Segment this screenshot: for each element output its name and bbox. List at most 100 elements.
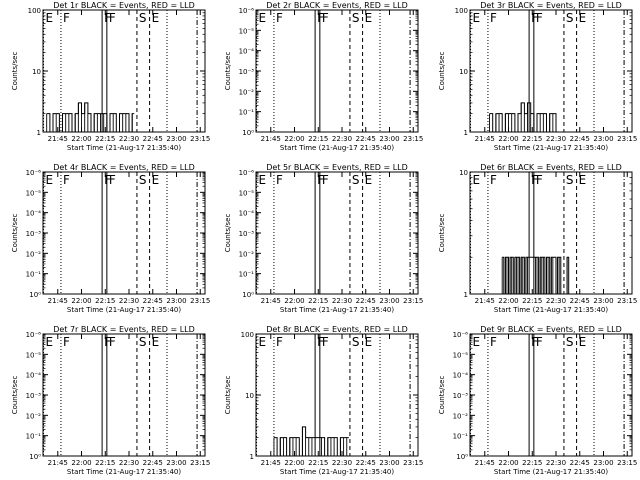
x-tick-label: 21:45 bbox=[261, 459, 281, 467]
x-tick-label: 21:45 bbox=[261, 135, 281, 143]
y-tick-label: 10⁻² bbox=[453, 412, 469, 420]
x-tick-label: 21:45 bbox=[261, 297, 281, 305]
x-tick-label: 22:45 bbox=[356, 297, 376, 305]
x-axis-label: Start Time (21-Aug-17 21:35:40) bbox=[494, 306, 608, 314]
y-tick-label: 10⁻⁵ bbox=[26, 189, 42, 197]
panel-6: Det 6r BLACK = Events, RED = LLD 1 10 Count… bbox=[438, 163, 637, 314]
x-axis-label: Start Time (21-Aug-17 21:35:40) bbox=[280, 306, 394, 314]
flag-label: S bbox=[139, 173, 147, 187]
panel-1: Det 1r BLACK = Events, RED = LLD 1 10 100 Co… bbox=[11, 1, 210, 152]
y-tick-label: 10⁰ bbox=[242, 129, 254, 137]
y-tick-label: 10⁻¹ bbox=[239, 109, 255, 117]
flag-label: E bbox=[46, 173, 54, 187]
x-tick-label: 23:15 bbox=[403, 135, 423, 143]
x-tick-label: 22:45 bbox=[570, 459, 590, 467]
x-tick-label: 22:00 bbox=[71, 135, 91, 143]
flag-label: F bbox=[536, 173, 543, 187]
y-tick-label: 10⁻⁴ bbox=[239, 210, 255, 218]
x-axis-label: Start Time (21-Aug-17 21:35:40) bbox=[67, 144, 181, 152]
x-tick-label: 23:00 bbox=[379, 297, 399, 305]
x-tick-label: 23:00 bbox=[593, 297, 613, 305]
x-tick-label: 22:45 bbox=[143, 135, 163, 143]
x-axis-label: Start Time (21-Aug-17 21:35:40) bbox=[280, 468, 394, 476]
y-axis-label: Counts/sec bbox=[11, 214, 19, 253]
flag-label: F bbox=[276, 173, 283, 187]
y-axis-label: Counts/sec bbox=[11, 52, 19, 91]
panel-7: Det 7r BLACK = Events, RED = LLD 10⁰ 10⁻¹ 1… bbox=[11, 325, 210, 476]
x-tick-label: 22:45 bbox=[143, 297, 163, 305]
events-series-line bbox=[489, 102, 558, 133]
y-tick-label: 10⁻² bbox=[239, 250, 255, 258]
y-tick-label: 10⁰ bbox=[242, 291, 254, 299]
plot-frame bbox=[255, 171, 419, 295]
x-tick-label: 22:15 bbox=[522, 135, 542, 143]
x-tick-label: 23:15 bbox=[617, 459, 637, 467]
x-tick-label: 23:15 bbox=[190, 297, 210, 305]
y-tick-label: 1 bbox=[464, 129, 468, 137]
y-tick-label: 10⁻⁶ bbox=[26, 331, 42, 339]
x-tick-label: 23:00 bbox=[379, 459, 399, 467]
x-tick-label: 22:15 bbox=[308, 459, 328, 467]
x-tick-label: 21:45 bbox=[48, 459, 68, 467]
flag-label: F bbox=[276, 11, 283, 25]
flag-label: F bbox=[276, 335, 283, 349]
x-axis-label: Start Time (21-Aug-17 21:35:40) bbox=[280, 144, 394, 152]
flag-label: F bbox=[63, 11, 70, 25]
x-tick-label: 22:15 bbox=[95, 135, 115, 143]
plot-frame bbox=[255, 9, 419, 133]
flag-label: E bbox=[259, 173, 267, 187]
x-tick-label: 22:30 bbox=[332, 135, 352, 143]
flag-label: F bbox=[109, 11, 116, 25]
flag-label: E bbox=[579, 335, 587, 349]
x-tick-label: 22:45 bbox=[356, 459, 376, 467]
flag-label: F bbox=[63, 173, 70, 187]
x-tick-label: 23:15 bbox=[617, 135, 637, 143]
plot-frame bbox=[42, 333, 206, 457]
y-tick-label: 10⁰ bbox=[29, 291, 41, 299]
x-tick-label: 22:00 bbox=[284, 297, 304, 305]
panel-3: Det 3r BLACK = Events, RED = LLD 1 10 100 Co… bbox=[438, 1, 637, 152]
flag-label: F bbox=[317, 335, 324, 349]
flag-label: F bbox=[531, 11, 538, 25]
flag-label: S bbox=[352, 173, 360, 187]
y-tick-label: 10⁻³ bbox=[26, 392, 42, 400]
x-tick-label: 23:15 bbox=[190, 459, 210, 467]
events-series-line bbox=[502, 256, 571, 295]
x-tick-label: 23:15 bbox=[403, 297, 423, 305]
y-tick-label: 10⁻² bbox=[26, 250, 42, 258]
x-tick-label: 21:45 bbox=[475, 459, 495, 467]
flag-label: F bbox=[322, 173, 329, 187]
flag-label: S bbox=[566, 335, 574, 349]
x-tick-label: 22:00 bbox=[498, 297, 518, 305]
x-tick-label: 22:00 bbox=[71, 297, 91, 305]
flag-label: S bbox=[352, 11, 360, 25]
flag-label: F bbox=[490, 335, 497, 349]
flag-label: F bbox=[536, 335, 543, 349]
y-axis-label: Counts/sec bbox=[11, 376, 19, 415]
y-tick-label: 10⁻⁵ bbox=[26, 351, 42, 359]
y-tick-label: 10⁻⁶ bbox=[239, 7, 255, 15]
x-tick-label: 22:45 bbox=[143, 459, 163, 467]
flag-label: S bbox=[139, 11, 147, 25]
y-tick-label: 10⁻¹ bbox=[26, 271, 42, 279]
y-tick-label: 100 bbox=[455, 7, 468, 15]
x-tick-label: 22:30 bbox=[119, 135, 139, 143]
flag-label: F bbox=[536, 11, 543, 25]
x-axis-label: Start Time (21-Aug-17 21:35:40) bbox=[494, 468, 608, 476]
y-tick-label: 10⁻² bbox=[239, 88, 255, 96]
flag-label: F bbox=[317, 173, 324, 187]
flag-label: F bbox=[104, 11, 111, 25]
flag-label: S bbox=[139, 335, 147, 349]
x-tick-label: 22:45 bbox=[356, 135, 376, 143]
panel-8: Det 8r BLACK = Events, RED = LLD 1 10 100 Co… bbox=[224, 325, 423, 476]
x-tick-label: 22:00 bbox=[284, 459, 304, 467]
y-tick-label: 100 bbox=[241, 331, 254, 339]
flag-label: F bbox=[104, 173, 111, 187]
x-tick-label: 22:15 bbox=[308, 135, 328, 143]
x-tick-label: 22:30 bbox=[546, 135, 566, 143]
flag-label: S bbox=[352, 335, 360, 349]
x-tick-label: 22:15 bbox=[95, 459, 115, 467]
y-tick-label: 10⁰ bbox=[456, 453, 468, 461]
flag-label: E bbox=[365, 173, 373, 187]
